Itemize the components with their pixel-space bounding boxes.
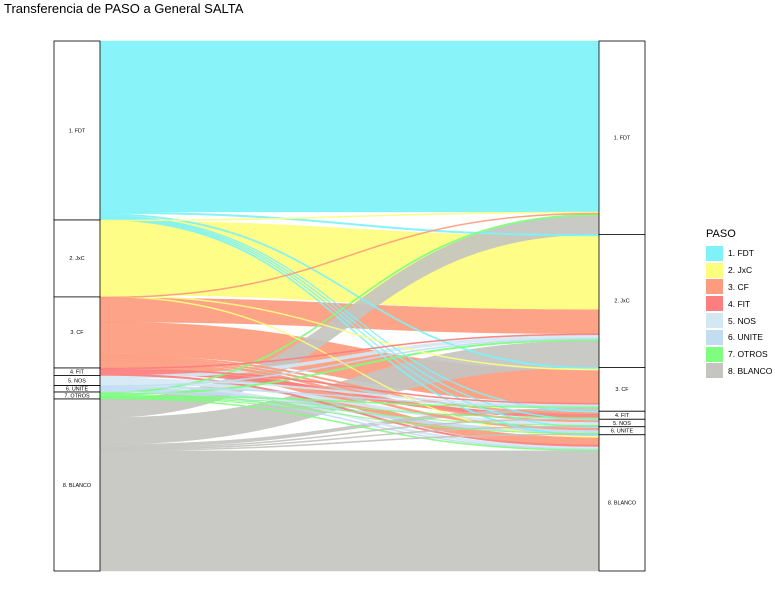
legend-swatch-4-fit bbox=[706, 296, 723, 312]
stratum-right-2-jxc bbox=[598, 234, 646, 368]
stratum-label-right-3-cf: 3. CF bbox=[615, 387, 629, 393]
legend-label-5-nos: 5. NOS bbox=[728, 315, 756, 326]
legend-swatch-7-otros bbox=[706, 346, 723, 362]
legend: PASO 1. FDT 2. JxC 3. CF 4. FIT 5. NOS 6. UNI… bbox=[706, 228, 772, 379]
legend-swatch-8-blanco bbox=[706, 363, 723, 379]
stratum-right-8-blanco bbox=[598, 434, 646, 572]
stratum-label-left-1-fdt: 1. FDT bbox=[69, 128, 86, 134]
stratum-label-left-8-blanco: 8. BLANCO bbox=[63, 483, 91, 489]
legend-item-3-cf: 3. CF bbox=[706, 279, 772, 296]
stratum-label-left-4-fit: 4. FIT bbox=[70, 370, 85, 376]
legend-item-8-blanco: 8. BLANCO bbox=[706, 363, 772, 380]
legend-swatch-2-jxc bbox=[706, 262, 723, 278]
stratum-label-right-1-fdt: 1. FDT bbox=[614, 136, 631, 142]
stratum-label-right-4-fit: 4. FIT bbox=[615, 413, 630, 419]
legend-item-5-nos: 5. NOS bbox=[706, 312, 772, 329]
chart-title: Transferencia de PASO a General SALTA bbox=[4, 1, 244, 16]
legend-swatch-1-fdt bbox=[706, 245, 723, 261]
legend-swatch-3-cf bbox=[706, 279, 723, 295]
legend-swatch-5-nos bbox=[706, 313, 723, 329]
stratum-left-1-fdt bbox=[53, 40, 101, 221]
legend-swatch-6-unite bbox=[706, 329, 723, 345]
stratum-label-left-6-unite: 6. UNITE bbox=[66, 387, 89, 393]
legend-item-7-otros: 7. OTROS bbox=[706, 346, 772, 363]
stratum-label-left-2-jxc: 2. JxC bbox=[69, 256, 84, 262]
legend-label-8-blanco: 8. BLANCO bbox=[728, 365, 773, 376]
stratum-left-2-jxc bbox=[53, 219, 101, 298]
legend-item-6-unite: 6. UNITE bbox=[706, 329, 772, 346]
stratum-label-left-5-nos: 5. NOS bbox=[68, 378, 86, 384]
stratum-label-right-5-nos: 5. NOS bbox=[613, 421, 631, 427]
legend-items: 1. FDT 2. JxC 3. CF 4. FIT 5. NOS 6. UNITE 7. … bbox=[706, 245, 772, 379]
stratum-label-left-7-otros: 7. OTROS bbox=[64, 393, 90, 399]
stratum-label-right-2-jxc: 2. JxC bbox=[614, 299, 629, 305]
stratum-label-right-8-blanco: 8. BLANCO bbox=[608, 501, 636, 507]
legend-label-7-otros: 7. OTROS bbox=[728, 349, 768, 360]
legend-item-1-fdt: 1. FDT bbox=[706, 245, 772, 262]
legend-label-2-jxc: 2. JxC bbox=[728, 265, 753, 276]
legend-item-4-fit: 4. FIT bbox=[706, 295, 772, 312]
flow-1-fdt-to-1-fdt bbox=[99, 40, 600, 213]
legend-label-6-unite: 6. UNITE bbox=[728, 332, 763, 343]
stratum-label-left-3-cf: 3. CF bbox=[70, 330, 84, 336]
stratum-right-3-cf bbox=[598, 367, 646, 412]
stratum-left-8-blanco bbox=[53, 398, 101, 572]
flow-8-blanco-to-8-blanco bbox=[99, 450, 600, 572]
legend-title: PASO bbox=[706, 228, 736, 240]
legend-item-2-jxc: 2. JxC bbox=[706, 262, 772, 279]
stratum-label-right-6-unite: 6. UNITE bbox=[611, 429, 634, 435]
legend-label-1-fdt: 1. FDT bbox=[728, 248, 754, 259]
legend-label-4-fit: 4. FIT bbox=[728, 298, 751, 309]
flow-layer bbox=[99, 40, 600, 572]
legend-label-3-cf: 3. CF bbox=[728, 281, 749, 292]
